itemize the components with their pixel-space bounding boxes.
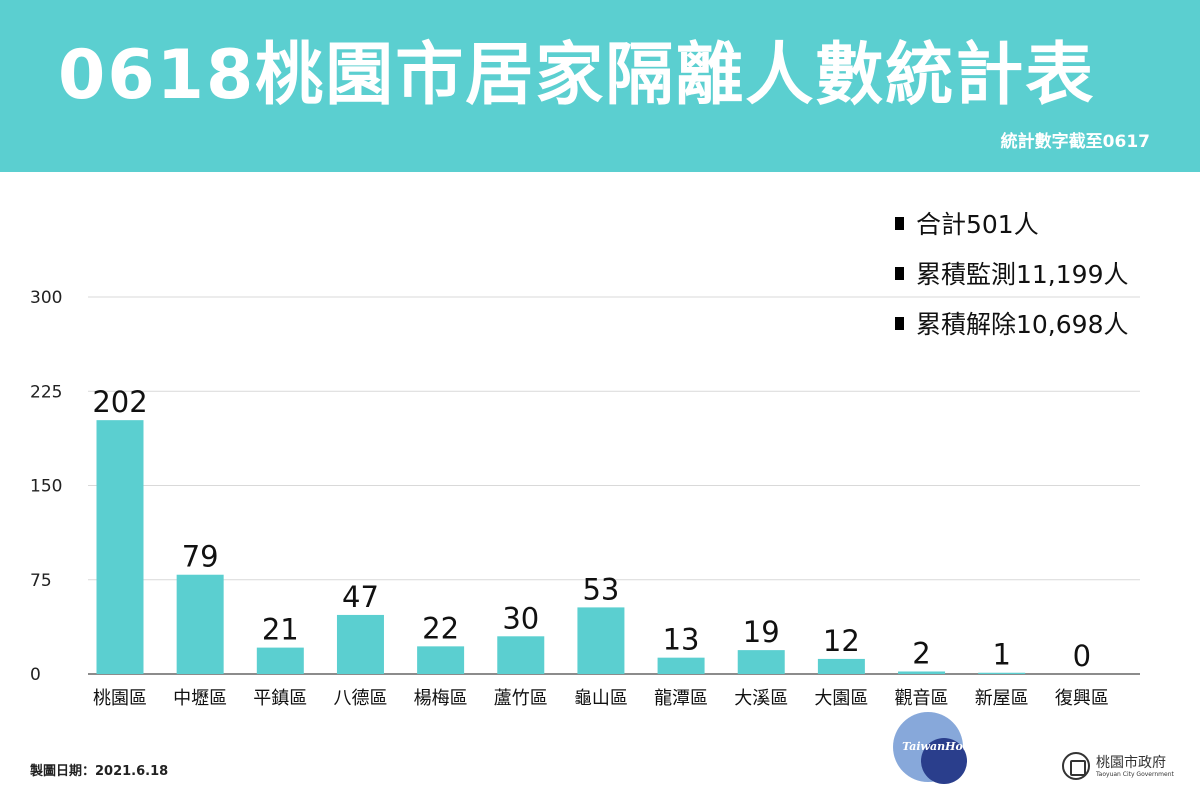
data-label: 30	[502, 601, 539, 635]
bar	[497, 636, 545, 674]
x-tick-label: 八德區	[333, 688, 387, 709]
x-tick-label: 龍潭區	[654, 688, 708, 709]
data-label: 21	[262, 613, 299, 647]
x-tick-label: 中壢區	[173, 688, 227, 709]
chart-date: 製圖日期：2021.6.18	[30, 764, 169, 779]
government-name: 桃園市政府	[1096, 755, 1166, 771]
bullet-square-icon	[895, 316, 904, 330]
data-label: 47	[342, 580, 379, 614]
bar	[898, 671, 946, 674]
bar	[577, 607, 625, 674]
summary-list: 合計501人 累積監測11,199人 累積解除10,698人	[895, 198, 1195, 348]
x-tick-label: 桃園區	[93, 688, 147, 709]
data-label: 2	[912, 636, 930, 670]
watermark-text: TaiwanHot	[902, 740, 968, 753]
data-label: 79	[182, 540, 219, 574]
data-label: 0	[1073, 639, 1091, 673]
bar	[978, 672, 1026, 674]
bar	[256, 647, 304, 674]
bullet-square-icon	[895, 216, 904, 230]
bar	[417, 646, 465, 674]
x-tick-label: 龜山區	[574, 688, 628, 709]
bullet-square-icon	[895, 266, 904, 280]
data-label: 13	[663, 623, 700, 657]
government-name-english: Taoyuan City Government	[1096, 771, 1174, 778]
watermark-circle-dark	[921, 738, 967, 784]
bar	[176, 574, 224, 674]
data-cutoff-note: 統計數字截至0617	[1000, 132, 1150, 152]
x-tick-label: 楊梅區	[414, 688, 468, 709]
y-tick-label: 75	[30, 571, 52, 591]
page-title: 0618桃園市居家隔離人數統計表	[58, 36, 1096, 115]
data-label: 22	[422, 611, 459, 645]
x-tick-label: 觀音區	[895, 688, 949, 709]
x-tick-label: 蘆竹區	[494, 688, 548, 709]
summary-item-released: 累積解除10,698人	[895, 298, 1195, 348]
data-label: 12	[823, 624, 860, 658]
bar	[96, 420, 144, 674]
city-seal-icon	[1062, 752, 1090, 780]
data-label: 202	[92, 385, 147, 419]
header-banner: 0618桃園市居家隔離人數統計表 統計數字截至0617	[0, 0, 1200, 172]
data-label: 19	[743, 615, 780, 649]
summary-released-label: 累積解除10,698人	[916, 310, 1129, 339]
x-tick-label: 大溪區	[734, 688, 788, 709]
data-label: 53	[582, 572, 619, 606]
x-tick-label: 平鎮區	[253, 688, 307, 709]
government-logo: 桃園市政府 Taoyuan City Government	[1062, 752, 1192, 782]
y-tick-label: 225	[30, 382, 62, 402]
x-tick-label: 大園區	[814, 688, 868, 709]
y-tick-label: 0	[30, 665, 41, 685]
summary-item-monitored: 累積監測11,199人	[895, 248, 1195, 298]
bar	[657, 657, 705, 674]
bar	[817, 658, 865, 674]
summary-total-label: 合計501人	[916, 210, 1039, 239]
y-tick-label: 300	[30, 288, 62, 308]
data-label: 1	[992, 638, 1010, 672]
bar	[737, 650, 785, 674]
taiwanhot-watermark: TaiwanHot	[893, 712, 975, 790]
bar	[336, 614, 384, 674]
y-tick-label: 150	[30, 477, 62, 497]
summary-monitored-label: 累積監測11,199人	[916, 260, 1129, 289]
x-tick-label: 復興區	[1055, 688, 1109, 709]
summary-item-total: 合計501人	[895, 198, 1195, 248]
x-tick-label: 新屋區	[975, 688, 1029, 709]
